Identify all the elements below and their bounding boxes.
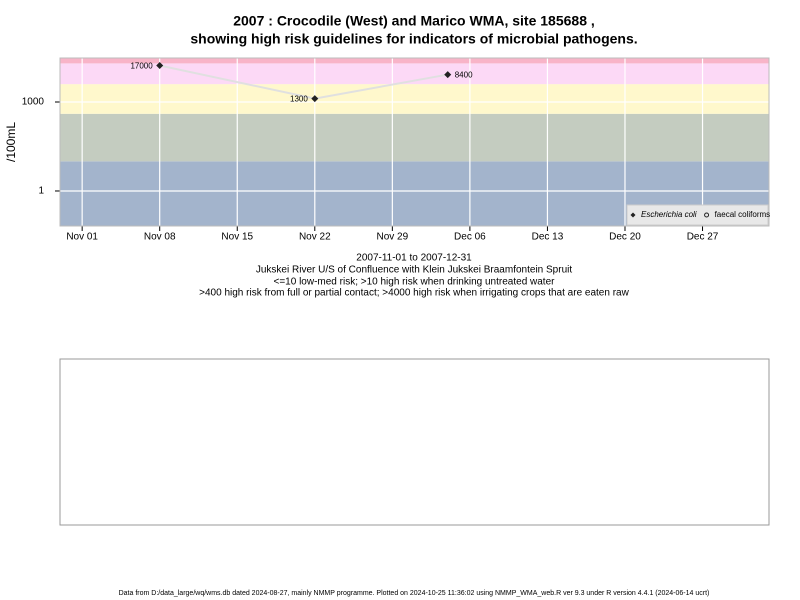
point xyxy=(156,61,164,69)
data-label: 1300 xyxy=(290,95,308,104)
data-label: 8400 xyxy=(455,71,473,80)
legend-label: faecal coliforms xyxy=(715,210,771,219)
note: 2007-11-01 to 2007-12-31 xyxy=(356,253,472,264)
risk-band xyxy=(60,113,769,162)
x-tick-label: Nov 29 xyxy=(377,232,409,243)
footer: Data from D:/data_large/wq/wms.db dated … xyxy=(119,590,710,597)
risk-band xyxy=(60,84,769,114)
x-tick-label: Nov 01 xyxy=(66,232,98,243)
plot-frame xyxy=(59,57,770,227)
legend-marker xyxy=(704,212,710,218)
data-label: 17000 xyxy=(130,62,153,71)
chart-subtitle: showing high risk guidelines for indicat… xyxy=(190,31,637,47)
point xyxy=(311,95,319,103)
chart-title: 2007 : Crocodile (West) and Marico WMA, … xyxy=(233,13,595,29)
note: Jukskei River U/S of Confluence with Kle… xyxy=(256,265,572,276)
x-tick-label: Dec 06 xyxy=(454,232,486,243)
legend-label: Escherichia coli xyxy=(641,210,697,219)
x-tick-label: Nov 22 xyxy=(299,232,331,243)
x-tick-label: Dec 27 xyxy=(687,232,719,243)
x-tick-label: Dec 20 xyxy=(609,232,641,243)
note: >400 high risk from full or partial cont… xyxy=(199,288,629,299)
risk-band xyxy=(60,58,769,64)
x-tick-label: Dec 13 xyxy=(532,232,564,243)
y-tick-label: 1 xyxy=(38,186,44,197)
x-tick-label: Nov 15 xyxy=(221,232,253,243)
point xyxy=(444,71,452,79)
y-tick-label: 1000 xyxy=(22,97,45,108)
empty-panel xyxy=(59,358,770,526)
y-axis-label: /100mL xyxy=(4,122,18,162)
legend-box xyxy=(626,204,769,226)
note: <=10 low-med risk; >10 high risk when dr… xyxy=(274,277,556,288)
legend-marker xyxy=(630,212,636,218)
x-tick-label: Nov 08 xyxy=(144,232,176,243)
